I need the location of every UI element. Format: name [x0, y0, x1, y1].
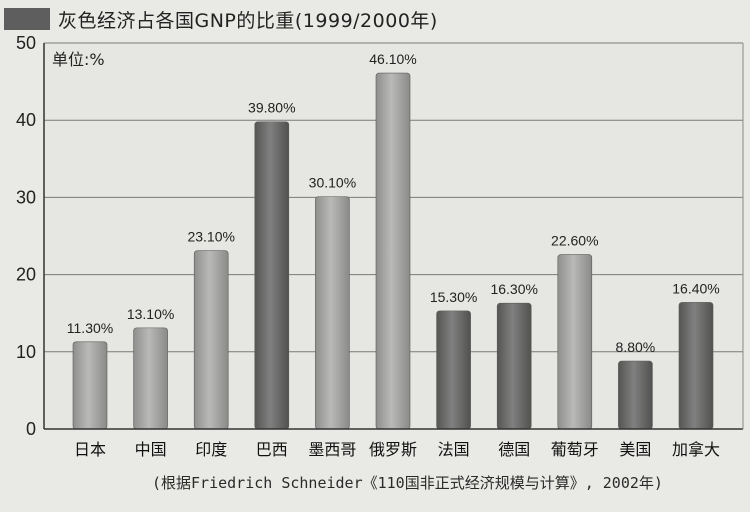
x-tick-label: 加拿大 [672, 440, 720, 459]
x-tick-label: 墨西哥 [308, 440, 356, 459]
x-tick-label: 巴西 [256, 440, 288, 459]
bar-中国 [133, 327, 168, 430]
source-note: (根据Friedrich Schneider《110国非正式经济规模与计算》, … [152, 474, 663, 492]
x-tick-label: 日本 [74, 440, 106, 459]
chart-title: 灰色经济占各国GNP的比重(1999/2000年) [58, 9, 438, 32]
bar-加拿大 [678, 302, 714, 430]
y-tick-label: 40 [16, 110, 36, 130]
x-tick-label: 法国 [438, 440, 470, 459]
data-label: 30.10% [309, 175, 356, 191]
bar-俄罗斯 [375, 72, 411, 430]
data-label: 39.80% [248, 100, 295, 116]
unit-label: 单位:% [52, 50, 105, 69]
chart-title-row: 灰色经济占各国GNP的比重(1999/2000年) [4, 4, 438, 34]
data-label: 15.30% [430, 289, 477, 305]
bar-德国 [496, 302, 532, 430]
x-tick-label: 美国 [619, 440, 651, 459]
title-swatch [4, 8, 50, 30]
data-label: 13.10% [127, 306, 174, 322]
x-tick-label: 德国 [498, 440, 530, 459]
data-label: 16.40% [672, 280, 719, 296]
y-tick-label: 50 [16, 33, 36, 53]
x-tick-label: 俄罗斯 [369, 440, 417, 459]
data-label: 23.10% [187, 229, 234, 245]
data-label: 22.60% [551, 233, 598, 249]
bar-日本 [72, 341, 108, 430]
bar-葡萄牙 [557, 254, 593, 430]
y-tick-label: 20 [16, 265, 36, 285]
bar-印度 [193, 250, 229, 430]
bar-chart: 11.30% 日本 13.10% 中国 23.10% 印度 39.80% 巴西 30.10% 墨西… [16, 33, 744, 459]
bar-巴西 [254, 121, 290, 430]
bar-美国 [618, 360, 653, 430]
data-label: 46.10% [369, 51, 416, 67]
bar-法国 [436, 310, 471, 430]
x-tick-label: 葡萄牙 [551, 440, 599, 459]
bar-墨西哥 [315, 196, 350, 430]
data-label: 16.30% [490, 281, 537, 297]
data-label: 8.80% [616, 339, 656, 355]
x-tick-label: 中国 [135, 440, 167, 459]
y-tick-label: 0 [26, 419, 36, 439]
data-label: 11.30% [67, 320, 113, 336]
y-tick-label: 30 [16, 187, 36, 207]
y-tick-label: 10 [16, 342, 36, 362]
x-tick-label: 印度 [195, 440, 227, 459]
